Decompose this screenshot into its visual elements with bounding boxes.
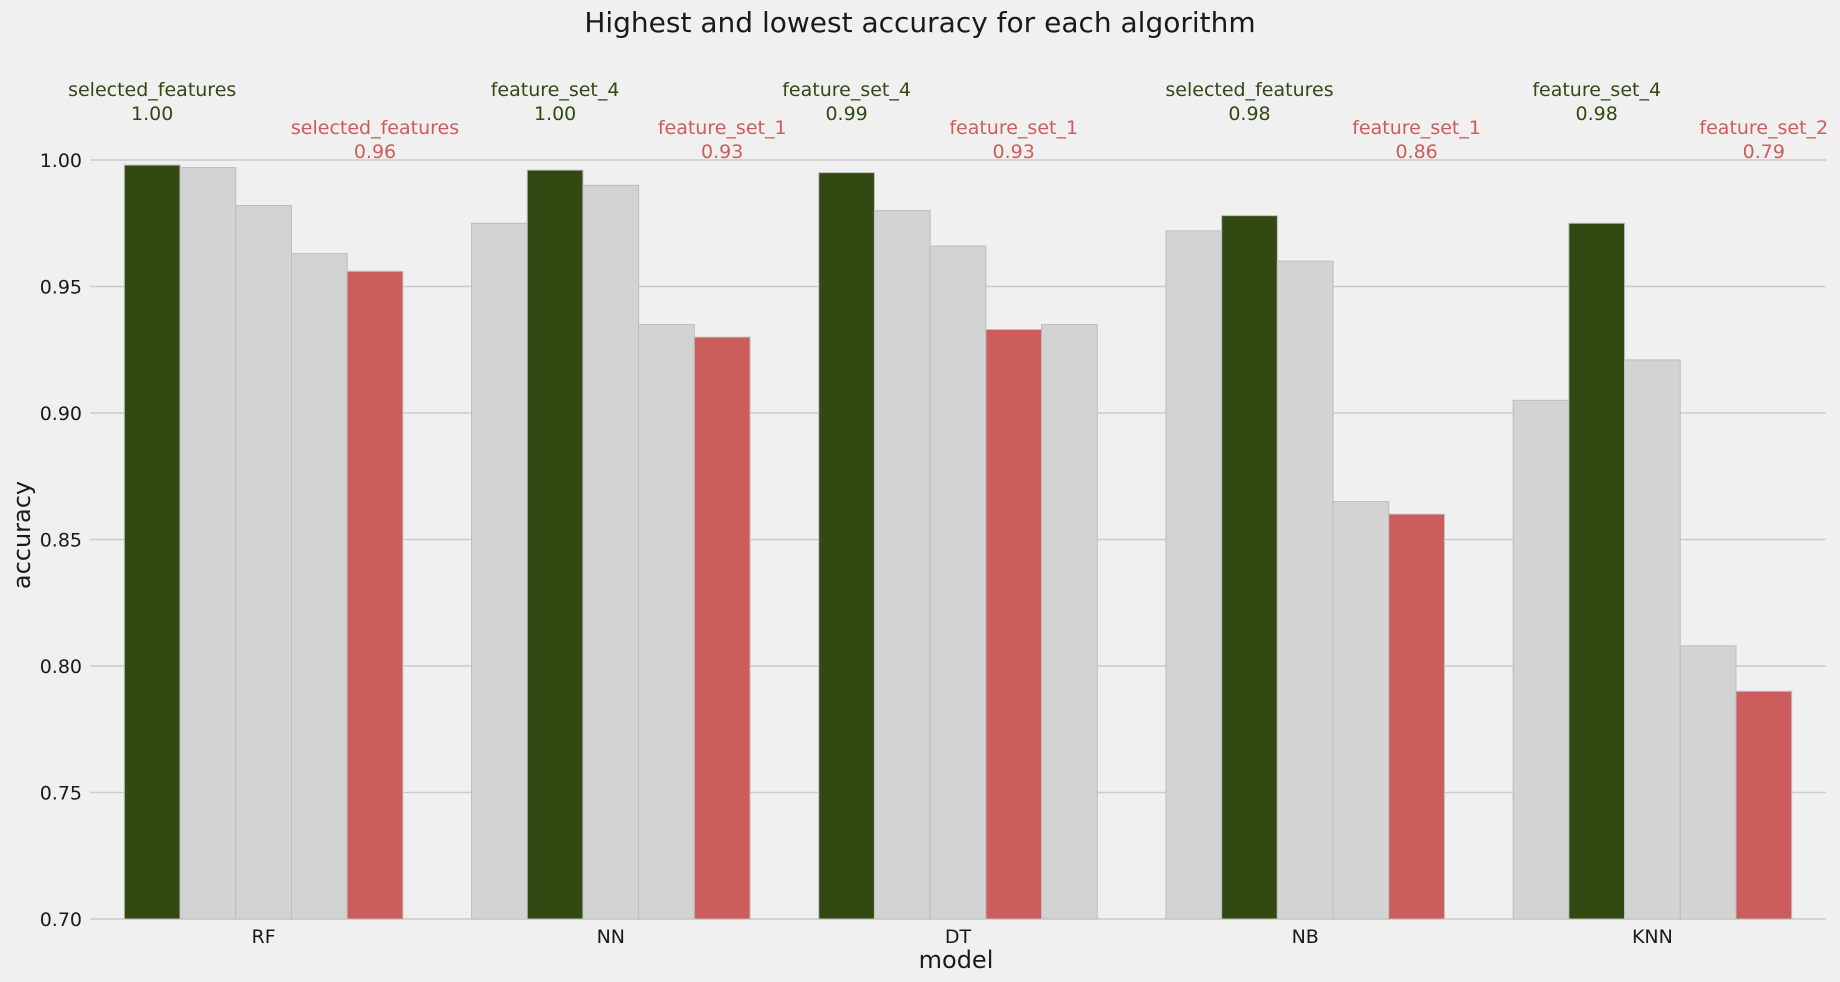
- x-tick-label: NN: [597, 926, 625, 948]
- bar-knn-5: [1735, 690, 1793, 920]
- x-tick-labels: RF NN DT NB KNN: [252, 926, 1673, 948]
- x-tick-label: DT: [945, 926, 972, 948]
- bar-dt-1: [818, 172, 875, 920]
- y-tick-labels: 0.70 0.75 0.80 0.85 0.90 0.95 1.00: [40, 150, 82, 931]
- y-tick-label: 0.95: [40, 277, 82, 299]
- annotation-min-value: 0.93: [993, 141, 1035, 163]
- bar-knn-1: [1512, 399, 1570, 920]
- bar-knn-3: [1624, 359, 1681, 920]
- annotation-max-set: selected_features: [1165, 79, 1333, 101]
- bar-rf-5: [346, 270, 404, 920]
- annotations: selected_features1.00selected_features0.…: [68, 79, 1828, 163]
- annotation-max-value: 0.98: [1576, 103, 1618, 125]
- annotation-max-set: feature_set_4: [782, 79, 911, 101]
- bar-nb-3: [1276, 260, 1334, 920]
- annotation-min-set: feature_set_1: [1352, 117, 1481, 139]
- annotation-min-value: 0.96: [354, 141, 396, 163]
- y-tick-label: 0.90: [40, 403, 82, 425]
- bar-rf-3: [235, 205, 292, 920]
- chart-title: Highest and lowest accuracy for each alg…: [584, 6, 1255, 39]
- bar-nn-1: [471, 222, 528, 920]
- annotation-max-value: 1.00: [131, 103, 173, 125]
- bar-nn-5: [693, 336, 751, 920]
- bar-knn-2: [1568, 222, 1626, 920]
- annotation-max-value: 0.98: [1228, 103, 1270, 125]
- x-tick-label: RF: [252, 926, 276, 948]
- annotation-max-set: feature_set_4: [1532, 79, 1661, 101]
- bar-nn-2: [526, 169, 584, 920]
- annotation-max-value: 1.00: [534, 103, 576, 125]
- bar-nn-4: [638, 323, 695, 920]
- annotation-min-set: feature_set_2: [1699, 117, 1828, 139]
- y-axis-label: accuracy: [8, 481, 36, 589]
- bars: [123, 164, 1793, 920]
- y-tick-label: 0.75: [40, 783, 82, 805]
- annotation-max-set: selected_features: [68, 79, 236, 101]
- bar-knn-4: [1679, 645, 1737, 920]
- y-tick-label: 0.70: [40, 909, 82, 931]
- annotation-min-set: selected_features: [291, 117, 459, 139]
- y-tick-label: 0.85: [40, 530, 82, 552]
- bar-dt-2: [873, 210, 931, 920]
- bar-rf-1: [123, 164, 181, 920]
- bar-nb-2: [1221, 215, 1278, 920]
- annotation-min-value: 0.93: [701, 141, 743, 163]
- y-tick-label: 0.80: [40, 656, 82, 678]
- bar-rf-4: [290, 253, 348, 920]
- x-tick-label: KNN: [1632, 926, 1673, 948]
- bar-dt-5: [1041, 323, 1098, 920]
- x-axis-label: model: [919, 946, 994, 974]
- bar-nb-5: [1388, 513, 1445, 920]
- bar-dt-4: [985, 329, 1043, 920]
- annotation-min-set: feature_set_1: [949, 117, 1078, 139]
- bar-rf-2: [179, 167, 237, 920]
- annotation-min-value: 0.79: [1743, 141, 1785, 163]
- bar-nn-3: [582, 184, 640, 920]
- x-tick-label: NB: [1292, 926, 1319, 948]
- y-tick-label: 1.00: [40, 150, 82, 172]
- annotation-max-set: feature_set_4: [491, 79, 620, 101]
- annotation-max-value: 0.99: [825, 103, 867, 125]
- bar-dt-3: [929, 245, 987, 920]
- annotation-min-set: feature_set_1: [658, 117, 787, 139]
- bar-nb-4: [1332, 501, 1390, 920]
- annotation-min-value: 0.86: [1395, 141, 1437, 163]
- bar-nb-1: [1165, 230, 1223, 920]
